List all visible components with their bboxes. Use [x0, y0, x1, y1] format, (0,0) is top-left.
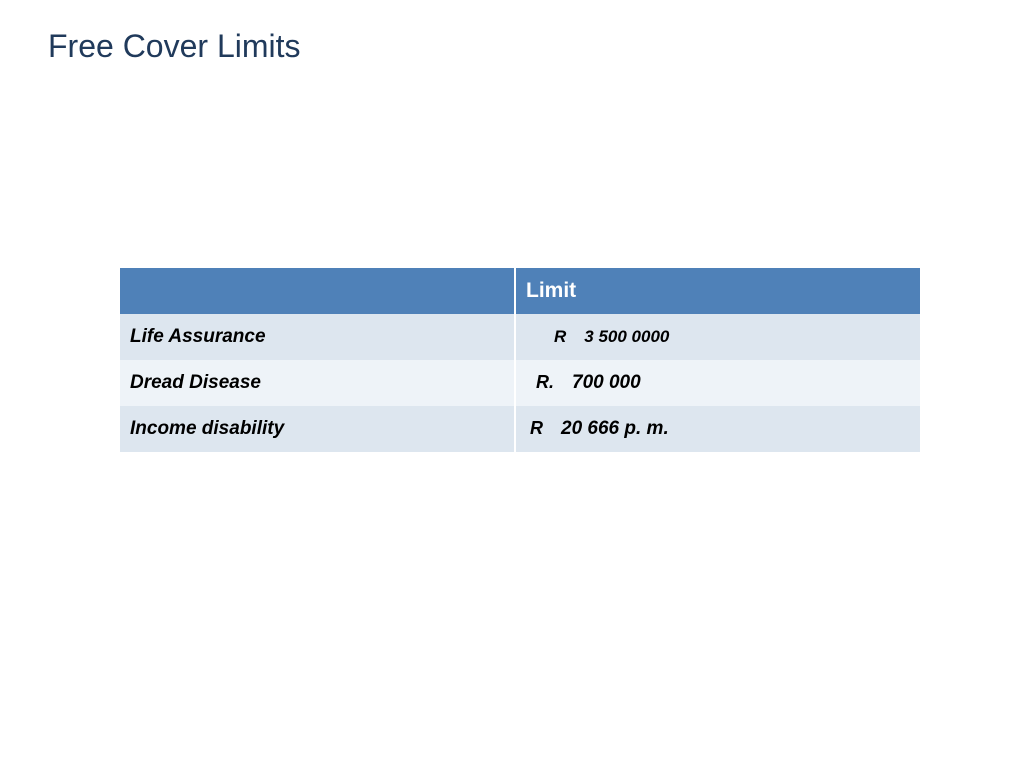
currency-symbol: R	[530, 418, 543, 439]
currency-symbol: R.	[536, 372, 554, 393]
row-limit: R. 700 000	[515, 360, 920, 406]
row-label: Life Assurance	[120, 314, 515, 360]
table-row: Income disability R 20 666 p. m.	[120, 406, 920, 452]
currency-symbol: R	[554, 327, 566, 347]
header-limit-label: Limit	[526, 279, 576, 302]
table-row: Dread Disease R. 700 000	[120, 360, 920, 406]
cover-limits-table: Limit Life Assurance R 3 500 0000 Dread …	[120, 268, 920, 452]
header-col-limit: Limit	[515, 268, 920, 314]
amount-value: 20 666 p. m.	[561, 418, 669, 440]
limit-wrap: R 3 500 0000	[526, 327, 910, 347]
table-row: Life Assurance R 3 500 0000	[120, 314, 920, 360]
row-limit: R 20 666 p. m.	[515, 406, 920, 452]
table-header-row: Limit	[120, 268, 920, 314]
amount-value: 3 500 0000	[584, 327, 669, 347]
amount-value: 700 000	[572, 372, 641, 394]
row-label: Income disability	[120, 406, 515, 452]
header-col-blank	[120, 268, 515, 314]
row-label: Dread Disease	[120, 360, 515, 406]
limit-wrap: R. 700 000	[526, 372, 910, 394]
limit-wrap: R 20 666 p. m.	[526, 418, 910, 440]
page-title: Free Cover Limits	[48, 28, 301, 65]
row-limit: R 3 500 0000	[515, 314, 920, 360]
